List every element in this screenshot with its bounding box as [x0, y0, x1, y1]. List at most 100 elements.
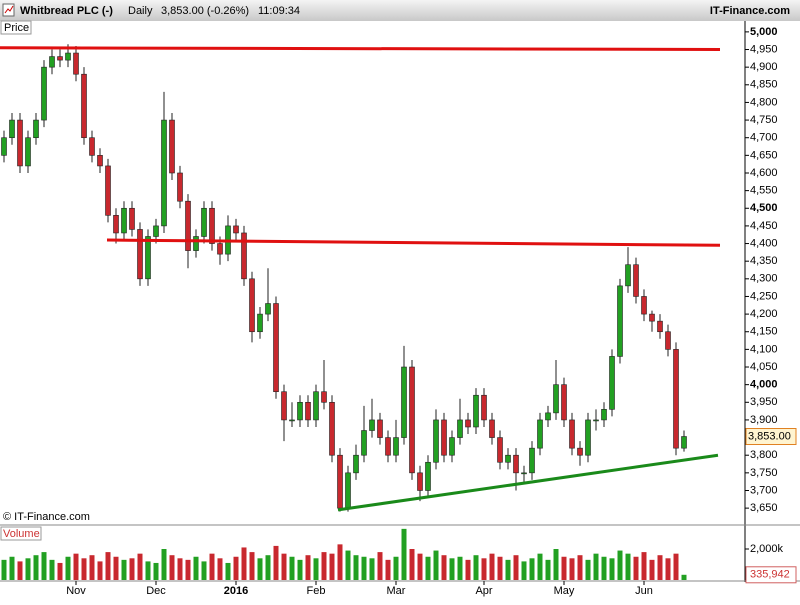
volume-bar	[337, 544, 343, 580]
candle-body	[345, 472, 351, 509]
y-tick-label: 4,100	[750, 343, 778, 355]
y-tick-label: 3,700	[750, 484, 778, 496]
volume-bar	[609, 558, 615, 580]
candle-body	[537, 419, 543, 449]
y-tick-label: 3,750	[750, 467, 778, 479]
candle-body	[433, 419, 439, 463]
volume-bar	[273, 545, 279, 580]
volume-bar	[81, 558, 87, 580]
candle-body	[145, 236, 151, 280]
volume-bar	[633, 556, 639, 580]
candle-body	[65, 52, 71, 61]
volume-bar	[393, 556, 399, 580]
candle-body	[281, 391, 287, 421]
x-tick-label: Apr	[475, 585, 492, 597]
y-tick-label: 4,250	[750, 290, 778, 302]
candle-body	[105, 165, 111, 216]
volume-bar	[569, 558, 575, 580]
x-tick-label: Nov	[66, 585, 86, 597]
candle-body	[641, 296, 647, 315]
price-label: Price	[4, 22, 29, 34]
candle-body	[233, 225, 239, 234]
trendline	[337, 453, 719, 512]
volume-bar	[673, 553, 679, 580]
candle-body	[17, 119, 23, 167]
candle-body	[481, 394, 487, 421]
y-tick-label: 4,150	[750, 326, 778, 338]
candle-body	[177, 172, 183, 202]
candle-body	[545, 412, 551, 421]
trendline	[106, 238, 721, 247]
volume-bar	[265, 555, 271, 580]
volume-bar	[369, 558, 375, 580]
candle-body	[289, 419, 295, 422]
volume-bar	[169, 555, 175, 580]
candle-body	[353, 454, 359, 474]
candle-body	[633, 264, 639, 297]
price-box	[0, 20, 32, 35]
candle-body	[217, 243, 223, 255]
candle-body	[649, 313, 655, 322]
volume-bar	[185, 559, 191, 580]
volume-bar	[585, 559, 591, 580]
candle-body	[449, 437, 455, 456]
volume-bar	[441, 555, 447, 580]
y-tick-label: 4,500	[750, 202, 778, 214]
volume-bar	[193, 556, 199, 580]
volume-bar	[177, 558, 183, 580]
candle-body	[377, 419, 383, 438]
volume-bar	[89, 555, 95, 580]
candle-body	[265, 303, 271, 315]
volume-bar	[665, 558, 671, 580]
y-tick-label: 4,450	[750, 220, 778, 232]
y-tick-label: 4,850	[750, 79, 778, 91]
volume-bar	[353, 555, 359, 580]
candle-body	[273, 303, 279, 393]
candle-body	[129, 207, 135, 230]
candle-body	[681, 436, 687, 449]
candle-body	[513, 454, 519, 474]
candle-body	[81, 73, 87, 139]
volume-bar	[225, 562, 231, 580]
candle-body	[313, 391, 319, 421]
candle-body	[97, 155, 103, 167]
candle-body	[457, 419, 463, 438]
candle-body	[673, 349, 679, 449]
volume-tag-label: 335,942	[750, 569, 790, 581]
volume-bar	[105, 552, 111, 580]
volume-bar	[65, 556, 71, 580]
candle-body	[193, 236, 199, 251]
volume-bar	[433, 550, 439, 580]
candle-body	[609, 356, 615, 410]
candle-body	[329, 401, 335, 456]
volume-bar	[641, 552, 647, 580]
candle-body	[585, 419, 591, 456]
volume-bar	[289, 556, 295, 580]
candle-body	[593, 419, 599, 422]
volume-bar	[329, 553, 335, 580]
volume-bar	[241, 547, 247, 580]
candle-body	[201, 207, 207, 237]
candle-body	[489, 419, 495, 438]
candle-body	[529, 447, 535, 474]
volume-bar	[25, 558, 31, 580]
x-tick-label: Dec	[146, 585, 166, 597]
candle-body	[625, 264, 631, 287]
volume-bar	[297, 559, 303, 580]
candle-body	[297, 401, 303, 421]
candle-body	[617, 285, 623, 357]
volume-bar	[249, 552, 255, 580]
volume-bar	[313, 558, 319, 580]
candle-body	[121, 207, 127, 234]
volume-bar	[617, 550, 623, 580]
volume-bar	[497, 556, 503, 580]
candle-body	[665, 331, 671, 350]
y-tick-label: 4,700	[750, 132, 778, 144]
x-tick-label: Mar	[387, 585, 406, 597]
volume-bar	[153, 562, 159, 580]
candle-body	[393, 437, 399, 456]
brand: IT-Finance.com	[710, 5, 790, 17]
volume-bar	[377, 552, 383, 580]
volume-bar	[649, 559, 655, 580]
